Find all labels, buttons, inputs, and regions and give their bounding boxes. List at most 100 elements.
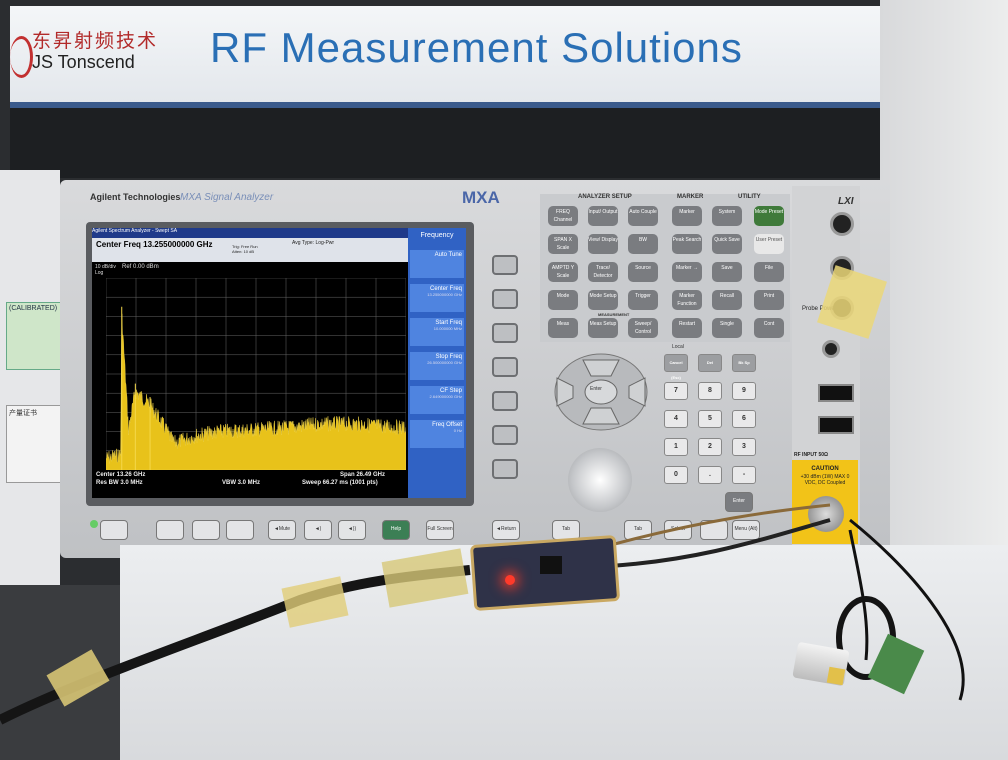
numpad-key[interactable]: 6 [732,410,756,428]
softkey-value: 0 Hz [453,428,462,433]
softkey-hardware-button[interactable] [492,289,518,309]
softkey-menu: Frequency Auto Tune Center Freq 13.2550000… [408,228,466,498]
softkey-hardware-button[interactable] [492,323,518,343]
nav-left-button[interactable] [556,377,574,407]
nav-up-button[interactable] [582,359,620,377]
panel-key-sweep-control[interactable]: Sweep/ Control [628,318,658,338]
panel-key-bw[interactable]: BW [628,234,658,254]
nav-right-button[interactable] [628,377,646,407]
panel-key-span-x-scale[interactable]: SPAN X Scale [548,234,578,254]
numpad-key[interactable]: 4 [664,410,688,428]
bottom-key-blank[interactable] [156,520,184,540]
numpad-key[interactable]: 7 [664,382,688,400]
bottom-key-blank[interactable] [192,520,220,540]
rack-left-panel [0,170,60,590]
panel-key-print[interactable]: Print [754,290,784,310]
panel-key-quick-save[interactable]: Quick Save [712,234,742,254]
usb-port [818,384,854,402]
screen-titlebar: Agilent Spectrum Analyzer - Swept SA [92,228,408,238]
bottom-key--[interactable]: ◄)) [338,520,366,540]
power-led [90,520,98,528]
connector-jack [830,212,854,236]
board-led [505,575,515,585]
softkey-6[interactable]: Freq Offset 0 Hz [410,420,464,448]
section-marker: MARKER [677,194,704,200]
bottom-key--mute[interactable]: ◄Mute [268,520,296,540]
numpad-key[interactable]: 3 [732,438,756,456]
panel-key-file[interactable]: File [754,262,784,282]
panel-key-view-display[interactable]: View/ Display [588,234,618,254]
panel-key-mode[interactable]: Mode [548,290,578,310]
numpad-key[interactable]: 1 [664,438,688,456]
panel-key-trace-detector[interactable]: Trace/ Detector [588,262,618,282]
panel-key-marker-function[interactable]: Marker Function [672,290,702,310]
spectrum-trace [106,313,406,470]
softkey-3[interactable]: Start Freq 10.000000 MHz [410,318,464,346]
screen-footer: Center 13.26 GHz Res BW 3.0 MHz VBW 3.0 … [92,470,408,498]
softkey-hardware-button[interactable] [492,459,518,479]
panel-key-amptd-y-scale[interactable]: AMPTD Y Scale [548,262,578,282]
numpad-key[interactable]: 8 [698,382,722,400]
bottom-key-full-screen[interactable]: Full Screen [426,520,454,540]
panel-key-marker[interactable]: Marker → [672,262,702,282]
softkey-label: Auto Tune [434,252,462,258]
nav-enter-button[interactable] [584,379,618,405]
panel-key-cont[interactable]: Cont [754,318,784,338]
avg-type: Avg Type: Log-Pwr [292,240,335,246]
numpad-key[interactable]: - [732,466,756,484]
panel-key-system[interactable]: System [712,206,742,226]
panel-key-marker[interactable]: Marker [672,206,702,226]
bottom-key-menu-alt-[interactable]: Menu (Alt) [732,520,760,540]
panel-key-source[interactable]: Source [628,262,658,282]
bottom-key--[interactable]: ◄) [304,520,332,540]
numpad-key[interactable]: 0 [664,466,688,484]
panel-key-meas[interactable]: Meas [548,318,578,338]
panel-key-trigger[interactable]: Trigger [628,290,658,310]
trigger-status: Trig: Free Run Atten: 10 dB [232,244,258,254]
softkey-hardware-button[interactable] [492,425,518,445]
softkey-hardware-button[interactable] [492,391,518,411]
panel-key-save[interactable]: Save [712,262,742,282]
company-banner: 东昇射频技术 JS Tonscend RF Measurement Soluti… [10,6,900,108]
panel-key-user-preset[interactable]: User Preset [754,234,784,254]
panel-key-mode-setup[interactable]: Mode Setup [588,290,618,310]
softkey-menu-header: Frequency [420,232,454,239]
softkey-1[interactable]: Auto Tune [410,250,464,278]
panel-key-auto-couple[interactable]: Auto Couple [628,206,658,226]
panel-key-input-output[interactable]: Input/ Output [588,206,618,226]
numpad-key[interactable]: 5 [698,410,722,428]
rotary-knob[interactable] [568,448,632,512]
navigation-cluster [554,353,648,431]
panel-key-freq-channel[interactable]: FREQ Channel [548,206,578,226]
numpad-key[interactable]: . [698,466,722,484]
panel-key-peak-search[interactable]: Peak Search [672,234,702,254]
softkey-2[interactable]: Center Freq 13.255000000 GHz [410,284,464,312]
panel-key-mode-preset[interactable]: Mode Preset [754,206,784,226]
numpad-key[interactable]: Bk Sp [732,354,756,372]
panel-key-single[interactable]: Single [712,318,742,338]
probe-power-label: Probe Power [802,306,837,312]
panel-key-meas-setup[interactable]: Meas Setup [588,318,618,338]
numpad-key[interactable]: 2 [698,438,722,456]
footer-center: Center 13.26 GHz [96,472,146,478]
panel-key-restart[interactable]: Restart [672,318,702,338]
softkey-5[interactable]: CF Step 2.649000000 GHz [410,386,464,414]
analyzer-screen: Agilent Spectrum Analyzer - Swept SA Cen… [92,228,466,498]
model-label: MXA Signal Analyzer [180,192,274,203]
bottom-key-help[interactable]: Help [382,520,410,540]
bottom-key--return[interactable]: ◄Return [492,520,520,540]
softkey-4[interactable]: Stop Freq 26.500000000 GHz [410,352,464,380]
softkey-hardware-button[interactable] [492,255,518,275]
nav-down-button[interactable] [582,407,620,425]
bottom-key-blank[interactable] [226,520,254,540]
enter-button[interactable]: Enter [725,492,753,512]
power-button[interactable] [100,520,128,540]
numpad-key[interactable]: Del [698,354,722,372]
softkey-label: Freq Offset [432,422,462,428]
numpad-key[interactable]: 9 [732,382,756,400]
panel-key-recall[interactable]: Recall [712,290,742,310]
footer-vbw: VBW 3.0 MHz [222,480,261,486]
screen-header: Center Freq 13.255000000 GHz Trig: Free … [92,238,408,262]
numpad-key[interactable]: Cancel (Esc) [664,354,688,380]
softkey-hardware-button[interactable] [492,357,518,377]
